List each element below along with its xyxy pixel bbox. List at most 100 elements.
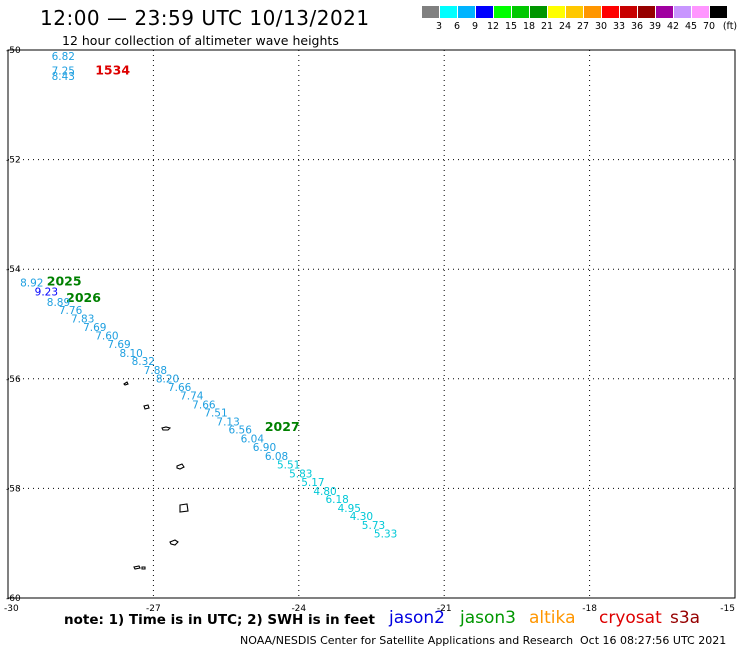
legend-swatch: [566, 6, 583, 18]
legend-label: 27: [576, 21, 590, 32]
latitude-tick-label: -58: [6, 484, 21, 494]
wave-height-value: 7.66: [192, 399, 216, 411]
island: [169, 539, 179, 546]
legend-swatch: [422, 6, 439, 18]
island: [161, 426, 172, 431]
wave-height-readings: 6.827.258.438.929.238.897.767.837.697.60…: [20, 51, 397, 541]
legend-label: 70: [702, 21, 716, 32]
wave-height-value: 6.18: [325, 494, 348, 506]
latitude-tick-label: -56: [6, 375, 21, 385]
longitude-tick-label: -27: [146, 604, 161, 614]
legend-swatch: [512, 6, 529, 18]
pass-number: 2027: [265, 419, 300, 434]
wave-height-value: 8.43: [52, 71, 75, 83]
island: [133, 565, 146, 570]
latitude-tick-label: -60: [6, 594, 21, 604]
wave-height-value: 6.04: [241, 433, 265, 445]
legend-label: 42: [666, 21, 680, 32]
legend-label: 33: [612, 21, 626, 32]
legend-swatch: [458, 6, 475, 18]
satellite-name: jason3: [460, 608, 516, 628]
legend-swatch: [656, 6, 673, 18]
legend-swatch: [710, 6, 727, 18]
legend-swatch: [674, 6, 691, 18]
wave-height-value: 8.89: [47, 297, 70, 309]
wave-height-value: 5.33: [374, 529, 397, 541]
latitude-tick-label: -50: [6, 46, 21, 56]
wave-height-value: 7.69: [107, 339, 130, 351]
longitude-tick-label: -30: [4, 604, 19, 614]
wave-height-value: 7.74: [180, 391, 204, 403]
satellite-name: jason2: [389, 608, 445, 628]
wave-height-value: 5.17: [301, 477, 324, 489]
island: [123, 381, 129, 386]
legend-label: 9: [471, 21, 479, 32]
credit-line: NOAA/NESDIS Center for Satellite Applica…: [240, 634, 574, 647]
wave-height-value: 7.66: [168, 382, 192, 394]
legend-swatch: [476, 6, 493, 18]
legend-label: 15: [504, 21, 518, 32]
island: [179, 503, 189, 513]
chart-subtitle: 12 hour collection of altimeter wave hei…: [62, 33, 339, 48]
wave-height-value: 5.83: [289, 468, 312, 480]
legend-swatch: [602, 6, 619, 18]
wave-height-value: 6.90: [253, 442, 276, 454]
island: [143, 404, 150, 410]
longitude-tick-label: -24: [291, 604, 306, 614]
wave-height-value: 7.69: [83, 322, 106, 334]
island: [176, 463, 185, 470]
map-frame: [7, 49, 736, 599]
legend-swatch: [692, 6, 709, 18]
wave-height-value: 4.30: [350, 511, 373, 523]
legend-label: 3: [435, 21, 443, 32]
wave-height-value: 6.56: [229, 425, 253, 437]
footnote: note: 1) Time is in UTC; 2) SWH is in fe…: [64, 612, 375, 628]
wave-height-value: 7.13: [216, 416, 239, 428]
legend-swatch: [584, 6, 601, 18]
wave-height-value: 7.88: [144, 365, 167, 377]
wave-height-value: 5.51: [277, 460, 300, 472]
legend-swatch: [548, 6, 565, 18]
chart-title: 12:00 — 23:59 UTC 10/13/2021: [40, 6, 370, 30]
wave-height-value: 7.76: [59, 305, 83, 317]
wave-height-value: 8.20: [156, 374, 179, 386]
legend-label: 36: [630, 21, 644, 32]
wave-height-value: 8.10: [119, 348, 142, 360]
wave-height-value: 5.73: [362, 520, 385, 532]
longitude-tick-label: -15: [720, 604, 735, 614]
legend-label: 18: [522, 21, 536, 32]
legend-label: 30: [594, 21, 608, 32]
wave-height-value: 8.92: [20, 278, 43, 290]
satellite-name: cryosat: [599, 608, 662, 628]
island-group: [123, 381, 189, 570]
pass-number: 1534: [95, 63, 130, 78]
generated-timestamp: Oct 16 08:27:56 UTC 2021: [580, 634, 727, 647]
graticule: [8, 50, 735, 598]
legend-swatch: [530, 6, 547, 18]
latitude-tick-label: -54: [6, 265, 21, 275]
satellite-name: altika: [529, 608, 576, 628]
longitude-tick-label: -21: [437, 604, 452, 614]
wave-height-value: 4.95: [338, 503, 361, 515]
legend-label: 21: [540, 21, 554, 32]
latitude-tick-label: -52: [6, 156, 21, 166]
longitude-tick-label: -18: [582, 604, 597, 614]
wave-height-value: 6.82: [52, 51, 75, 63]
legend-label: 24: [558, 21, 572, 32]
wave-height-value: 7.60: [95, 330, 118, 342]
wave-height-value: 4.80: [313, 486, 336, 498]
wave-height-value: 7.51: [204, 408, 227, 420]
wave-height-value: 9.23: [35, 287, 58, 299]
legend-unit: (ft): [722, 21, 738, 32]
legend-label: 12: [486, 21, 500, 32]
legend-swatch: [638, 6, 655, 18]
pass-number: 2025: [47, 274, 82, 289]
satellite-name: s3a: [670, 608, 701, 628]
legend-label: 45: [684, 21, 698, 32]
wave-height-value: 8.32: [132, 356, 155, 368]
axis-tick-labels: -50 -52 -54 -56 -58 -60-30 -27 -24 -21 -18 -15: [4, 46, 735, 614]
legend-label: 6: [453, 21, 461, 32]
wave-height-value: 6.08: [265, 451, 288, 463]
